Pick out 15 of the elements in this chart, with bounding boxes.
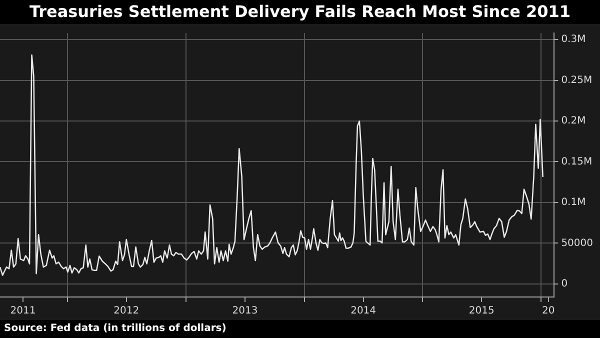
y-tick-label: 0 [561,278,568,290]
x-tick-label: 2013 [232,306,258,317]
x-tick-label: 2015 [468,306,494,317]
x-tick-label: 2012 [114,306,140,317]
y-tick-label: 0.1M [561,197,586,208]
y-tick-label: 0.3M [561,34,586,46]
source-note: Source: Fed data (in trillions of dollars) [3,322,228,336]
y-tick-label: 0.2M [561,116,586,127]
y-tick-label: 0.15M [561,156,592,168]
x-tick-label: 2011 [10,306,36,317]
y-tick-label: 0.25M [561,74,592,86]
x-tick-label: 2014 [350,306,376,317]
y-tick-label: 50000 [561,238,593,249]
x-tick-label: 20 [542,306,555,317]
chart-title: Treasuries Settlement Delivery Fails Reach Most Since 2011 [28,1,572,23]
